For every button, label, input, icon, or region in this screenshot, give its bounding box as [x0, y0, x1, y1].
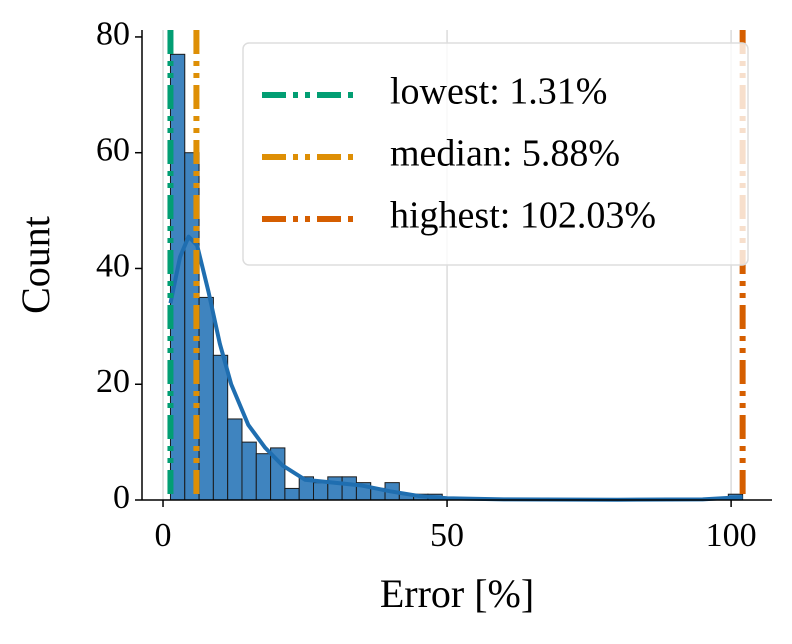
bar [284, 487, 300, 501]
bar [227, 418, 243, 501]
legend-label: median: 5.88% [390, 133, 620, 175]
bar [313, 482, 329, 501]
y-tick-label: 60 [96, 132, 130, 169]
x-tick-label: 0 [155, 517, 172, 554]
x-axis-label: Error [%] [380, 571, 534, 616]
legend-label: highest: 102.03% [390, 195, 656, 237]
x-tick-label: 100 [706, 517, 757, 554]
bar [198, 296, 214, 501]
y-tick-label: 40 [96, 247, 130, 284]
bar [241, 441, 257, 501]
y-axis-label: Count [13, 216, 58, 314]
legend-box [242, 42, 749, 266]
y-tick-label: 80 [96, 16, 130, 53]
legend-label: lowest: 1.31% [390, 71, 607, 113]
bar [341, 476, 357, 501]
bar [255, 453, 272, 501]
bar [212, 354, 229, 501]
y-tick-label: 0 [113, 479, 130, 516]
y-tick-label: 20 [96, 363, 130, 400]
x-tick-label: 50 [430, 517, 464, 554]
